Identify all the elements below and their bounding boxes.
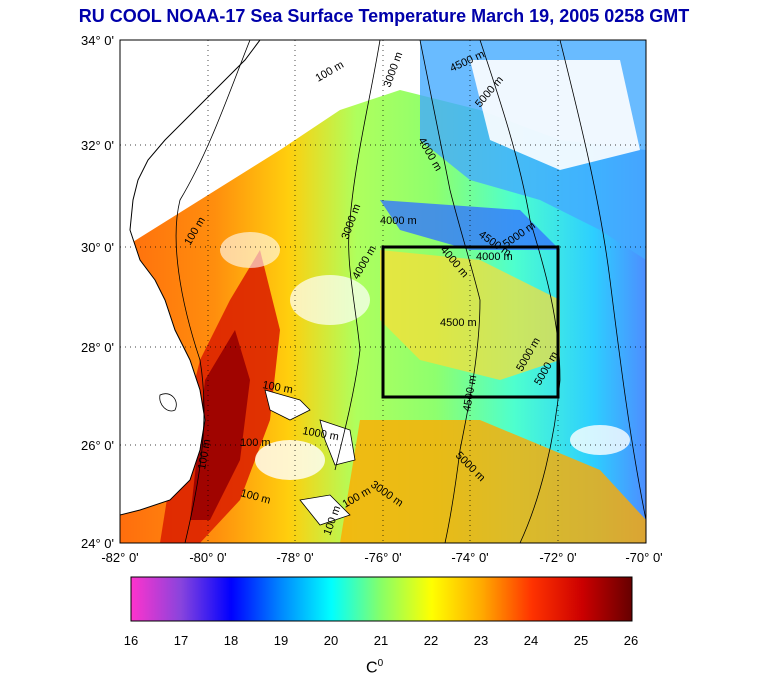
bathymetry-contours [175, 40, 646, 543]
contour-label: 4000 m [380, 215, 417, 227]
map-title: RU COOL NOAA-17 Sea Surface Temperature … [78, 6, 690, 26]
lat-tick-label: 30° 0' [81, 240, 114, 255]
colorbar-unit-label: C0 [366, 658, 383, 677]
lon-tick-label: -82° 0' [101, 550, 138, 565]
colorbar-tick-label: 16 [124, 633, 138, 648]
lon-tick-label: -74° 0' [451, 550, 488, 565]
lon-tick-label: -80° 0' [189, 550, 226, 565]
lon-tick-label: -78° 0' [276, 550, 313, 565]
contour-label: 100 m [261, 379, 293, 396]
colorbar-tick-label: 26 [624, 633, 638, 648]
lat-tick-label: 32° 0' [81, 138, 114, 153]
colorbar-tick-label: 17 [174, 633, 188, 648]
lake-okeechobee [159, 393, 177, 412]
unit-text: C [366, 659, 378, 677]
lat-tick-label: 26° 0' [81, 438, 114, 453]
sst-field [120, 40, 646, 543]
colorbar-tick-label: 22 [424, 633, 438, 648]
lon-tick-label: -76° 0' [364, 550, 401, 565]
unit-superscript: 0 [377, 658, 384, 669]
contour-label: 4000 m [476, 251, 513, 263]
colorbar-tick-label: 20 [324, 633, 338, 648]
plot-frame [119, 39, 647, 544]
colorbar-tick-label: 25 [574, 633, 588, 648]
colorbar-tick-label: 24 [524, 633, 538, 648]
coastline [120, 40, 261, 516]
lon-axis: -82° 0' -80° 0' -78° 0' -76° 0' -74° 0' … [101, 550, 662, 565]
colorbar-tick-label: 23 [474, 633, 488, 648]
lat-axis: 34° 0' 32° 0' 30° 0' 28° 0' 26° 0' 24° 0… [81, 33, 114, 551]
colorbar-tick-label: 19 [274, 633, 288, 648]
colorbar-tick-label: 18 [224, 633, 238, 648]
island [299, 494, 351, 526]
study-box [381, 245, 560, 399]
colorbar [130, 576, 633, 622]
colorbar-tick-label: 21 [374, 633, 388, 648]
landmass [120, 40, 356, 526]
lat-tick-label: 24° 0' [81, 536, 114, 551]
lat-tick-label: 34° 0' [81, 33, 114, 48]
colorbar-ticks: 16 17 18 19 20 21 22 23 24 25 26 [124, 633, 638, 648]
contour-label: 100 m [196, 438, 213, 470]
lon-tick-label: -70° 0' [625, 550, 662, 565]
lon-tick-label: -72° 0' [539, 550, 576, 565]
island [264, 389, 311, 421]
lat-tick-label: 28° 0' [81, 340, 114, 355]
contour-label: 100 m [240, 437, 271, 449]
contour-label: 4500 m [440, 317, 477, 329]
